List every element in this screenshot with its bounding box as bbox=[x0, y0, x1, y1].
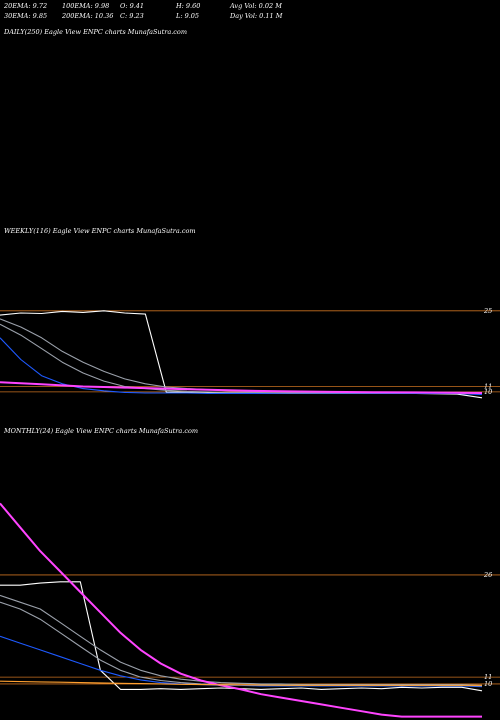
header-day-vol: Day Vol: 0.11 M bbox=[230, 12, 283, 20]
weekly-series-line-4 bbox=[0, 381, 483, 394]
monthly-series-line-2 bbox=[0, 601, 483, 687]
header-100ema: 100EMA: 9.98 bbox=[62, 2, 110, 10]
monthly-series-line-3 bbox=[0, 594, 483, 686]
monthly-tick-label-2: 11 bbox=[484, 673, 492, 681]
weekly-series-line-0 bbox=[0, 310, 483, 399]
monthly-tick-label-0: 26 bbox=[483, 571, 492, 579]
weekly-series-line-2 bbox=[0, 323, 483, 395]
header-close: C: 9.23 bbox=[120, 12, 144, 20]
monthly-series-line-1 bbox=[0, 635, 483, 688]
monthly-series-line-0 bbox=[0, 581, 483, 692]
header-20ema: 20EMA: 9.72 bbox=[4, 2, 48, 10]
daily-panel-label: DAILY(250) Eagle View ENPC charts Munafa… bbox=[4, 28, 187, 36]
weekly-tick-label-2: 10 bbox=[484, 388, 492, 396]
header-low: L: 9.05 bbox=[176, 12, 200, 20]
header-high: H: 9.60 bbox=[176, 2, 201, 10]
monthly-tick-label-1: 10 bbox=[484, 680, 492, 688]
monthly-panel-label: MONTHLY(24) Eagle View ENPC charts Munaf… bbox=[4, 427, 199, 435]
monthly-series-line-4 bbox=[0, 502, 482, 718]
weekly-tick-label-1: 11 bbox=[484, 382, 492, 390]
weekly-panel-label: WEEKLY(116) Eagle View ENPC charts Munaf… bbox=[4, 227, 196, 235]
header-open: O: 9.41 bbox=[120, 2, 145, 10]
weekly-series-line-3 bbox=[0, 318, 483, 394]
weekly-tick-label-0: 25 bbox=[483, 307, 492, 315]
header-200ema: 200EMA: 10.36 bbox=[62, 12, 114, 20]
header-avg-vol: Avg Vol: 0.02 M bbox=[230, 2, 282, 10]
header-30ema: 30EMA: 9.85 bbox=[4, 12, 48, 20]
monthly-series-line-5 bbox=[0, 680, 482, 686]
